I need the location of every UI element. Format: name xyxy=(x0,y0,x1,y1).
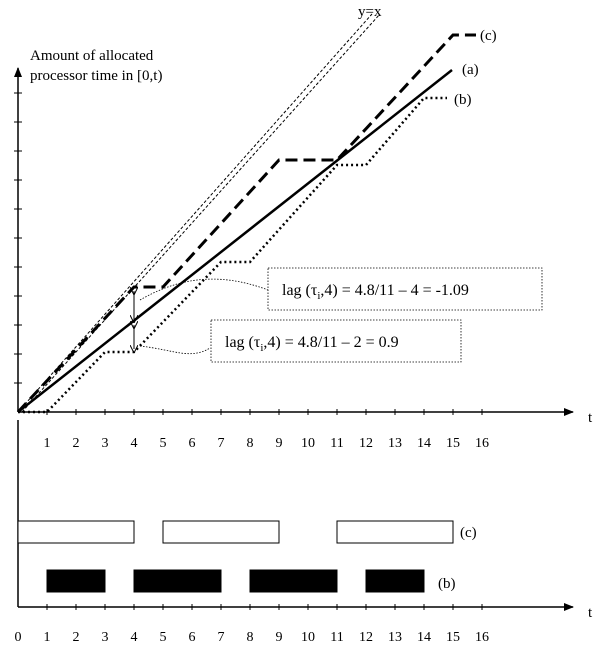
schedule-interval xyxy=(17,520,135,544)
schedule-b-label: (b) xyxy=(438,576,456,592)
schedule-x-ticks xyxy=(46,604,483,610)
series-a-label: (a) xyxy=(462,62,479,78)
tick-label: 0 xyxy=(15,630,22,645)
schedule-x-axis-label: t xyxy=(588,605,593,621)
schedule-interval xyxy=(133,569,222,593)
y-axis-ticks xyxy=(14,92,22,384)
tick-label: 15 xyxy=(446,630,460,645)
tick-label: 2 xyxy=(73,436,80,451)
series-yx-line-a xyxy=(17,13,373,413)
lag-b-box xyxy=(210,319,462,363)
tick-label: 3 xyxy=(102,436,109,451)
tick-label: 3 xyxy=(102,630,109,645)
y-axis-label-line2: processor time in [0,t) xyxy=(30,68,162,84)
tick-label: 8 xyxy=(247,630,254,645)
schedule-interval xyxy=(162,520,280,544)
tick-label: 1 xyxy=(44,630,51,645)
schedule-b-row xyxy=(46,569,425,593)
tick-label: 8 xyxy=(247,436,254,451)
schedule-interval xyxy=(249,569,338,593)
tick-label: 7 xyxy=(218,630,225,645)
lag-c-text: lag (τi,4) = 4.8/11 – 4 = -1.09 xyxy=(282,282,469,302)
tick-label: 6 xyxy=(189,630,196,645)
series-a-line xyxy=(17,69,453,413)
tick-label: 15 xyxy=(446,436,460,451)
series-yx xyxy=(17,13,381,413)
x-axis-top-tick-labels: 1 2 3 4 5 6 7 8 9 10 11 12 13 14 15 16 xyxy=(44,436,490,451)
lag-b-leader xyxy=(139,345,211,355)
tick-label: 14 xyxy=(417,630,431,645)
schedule-c-row xyxy=(17,520,454,544)
lag-b-text: lag (τi,4) = 4.8/11 – 2 = 0.9 xyxy=(225,334,399,354)
tick-label: 13 xyxy=(388,436,402,451)
tick-label: 2 xyxy=(73,630,80,645)
tick-label: 9 xyxy=(276,436,283,451)
schedule-tick-labels: 0 1 2 3 4 5 6 7 8 9 10 11 12 13 14 15 16 xyxy=(15,630,490,645)
tick-label: 5 xyxy=(160,630,167,645)
tick-label: 12 xyxy=(359,630,373,645)
series-yx-label: y=x xyxy=(358,4,382,20)
schedule-c-label: (c) xyxy=(460,525,477,541)
tick-label: 16 xyxy=(475,436,489,451)
tick-label: 14 xyxy=(417,436,431,451)
tick-label: 4 xyxy=(131,630,138,645)
tick-label: 4 xyxy=(131,436,138,451)
tick-label: 11 xyxy=(330,630,343,645)
series-b-line xyxy=(18,96,447,414)
series-b-label: (b) xyxy=(454,92,472,108)
tick-label: 16 xyxy=(475,630,489,645)
tick-label: 10 xyxy=(301,630,315,645)
tick-label: 11 xyxy=(330,436,343,451)
tick-label: 13 xyxy=(388,630,402,645)
schedule-interval xyxy=(46,569,106,593)
series-yx-line-b xyxy=(21,13,381,413)
tick-label: 12 xyxy=(359,436,373,451)
series-c-label: (c) xyxy=(480,28,497,44)
y-axis-label-line1: Amount of allocated xyxy=(30,48,154,64)
tick-label: 6 xyxy=(189,436,196,451)
schedule-interval xyxy=(336,520,454,544)
tick-label: 7 xyxy=(218,436,225,451)
lag-c-box xyxy=(267,267,543,311)
tick-label: 10 xyxy=(301,436,315,451)
x-axis-top-ticks xyxy=(46,409,483,415)
schedule-interval xyxy=(365,569,425,593)
tick-label: 5 xyxy=(160,436,167,451)
tick-label: 9 xyxy=(276,630,283,645)
x-axis-top-label: t xyxy=(588,410,593,426)
lag-c-leader xyxy=(139,278,269,301)
tick-label: 1 xyxy=(44,436,51,451)
